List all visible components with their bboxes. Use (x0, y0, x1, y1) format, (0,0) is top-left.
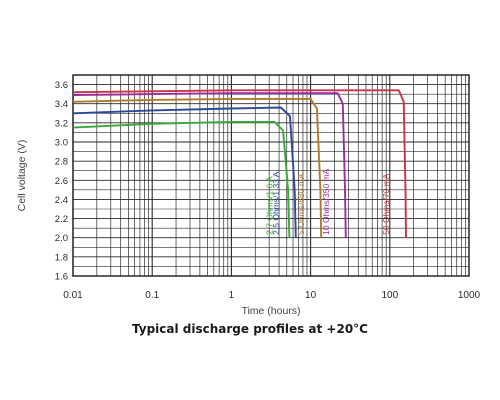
y-tick-label: 2.0 (55, 233, 68, 244)
x-tick-label: 10 (305, 290, 317, 301)
x-tick-label: 0.1 (145, 290, 159, 301)
y-tick-label: 3.4 (55, 99, 68, 110)
y-tick-label: 2.4 (55, 195, 68, 206)
x-tick-label: 100 (381, 290, 398, 301)
y-tick-label: 2.6 (55, 176, 68, 187)
series-line (72, 97, 323, 238)
y-tick-label: 2.2 (55, 214, 68, 225)
series-label: 5 Ohms/680 mA (296, 173, 306, 235)
y-tick-label: 3.2 (55, 118, 68, 129)
series-line (72, 89, 407, 238)
series-label: 2.5 Ohms/1.33 A (271, 171, 281, 235)
plot-frame (72, 74, 470, 277)
series-label: 50 Ohms/70 mA (381, 173, 391, 235)
x-tick-label: 0.01 (63, 290, 83, 301)
x-axis-label: Time (hours) (241, 305, 300, 317)
y-tick-label: 3.6 (55, 80, 68, 91)
y-tick-label: 1.8 (55, 252, 68, 263)
y-tick-label: 2.8 (55, 157, 68, 168)
series-line (72, 106, 297, 238)
x-tick-label: 1000 (458, 290, 481, 301)
chart-title: Typical discharge profiles at +20°C (131, 322, 368, 336)
y-tick-label: 1.6 (55, 272, 68, 283)
series-label: 10 Ohms/350 mA (321, 168, 331, 234)
series-line (72, 120, 291, 238)
series-label: 2.7 Ohms/1.6 A (264, 176, 274, 235)
series-line (72, 92, 347, 238)
x-tick-label: 1 (229, 290, 235, 301)
y-tick-label: 3.0 (55, 138, 68, 149)
y-axis-label: Cell voltage (V) (16, 140, 28, 212)
